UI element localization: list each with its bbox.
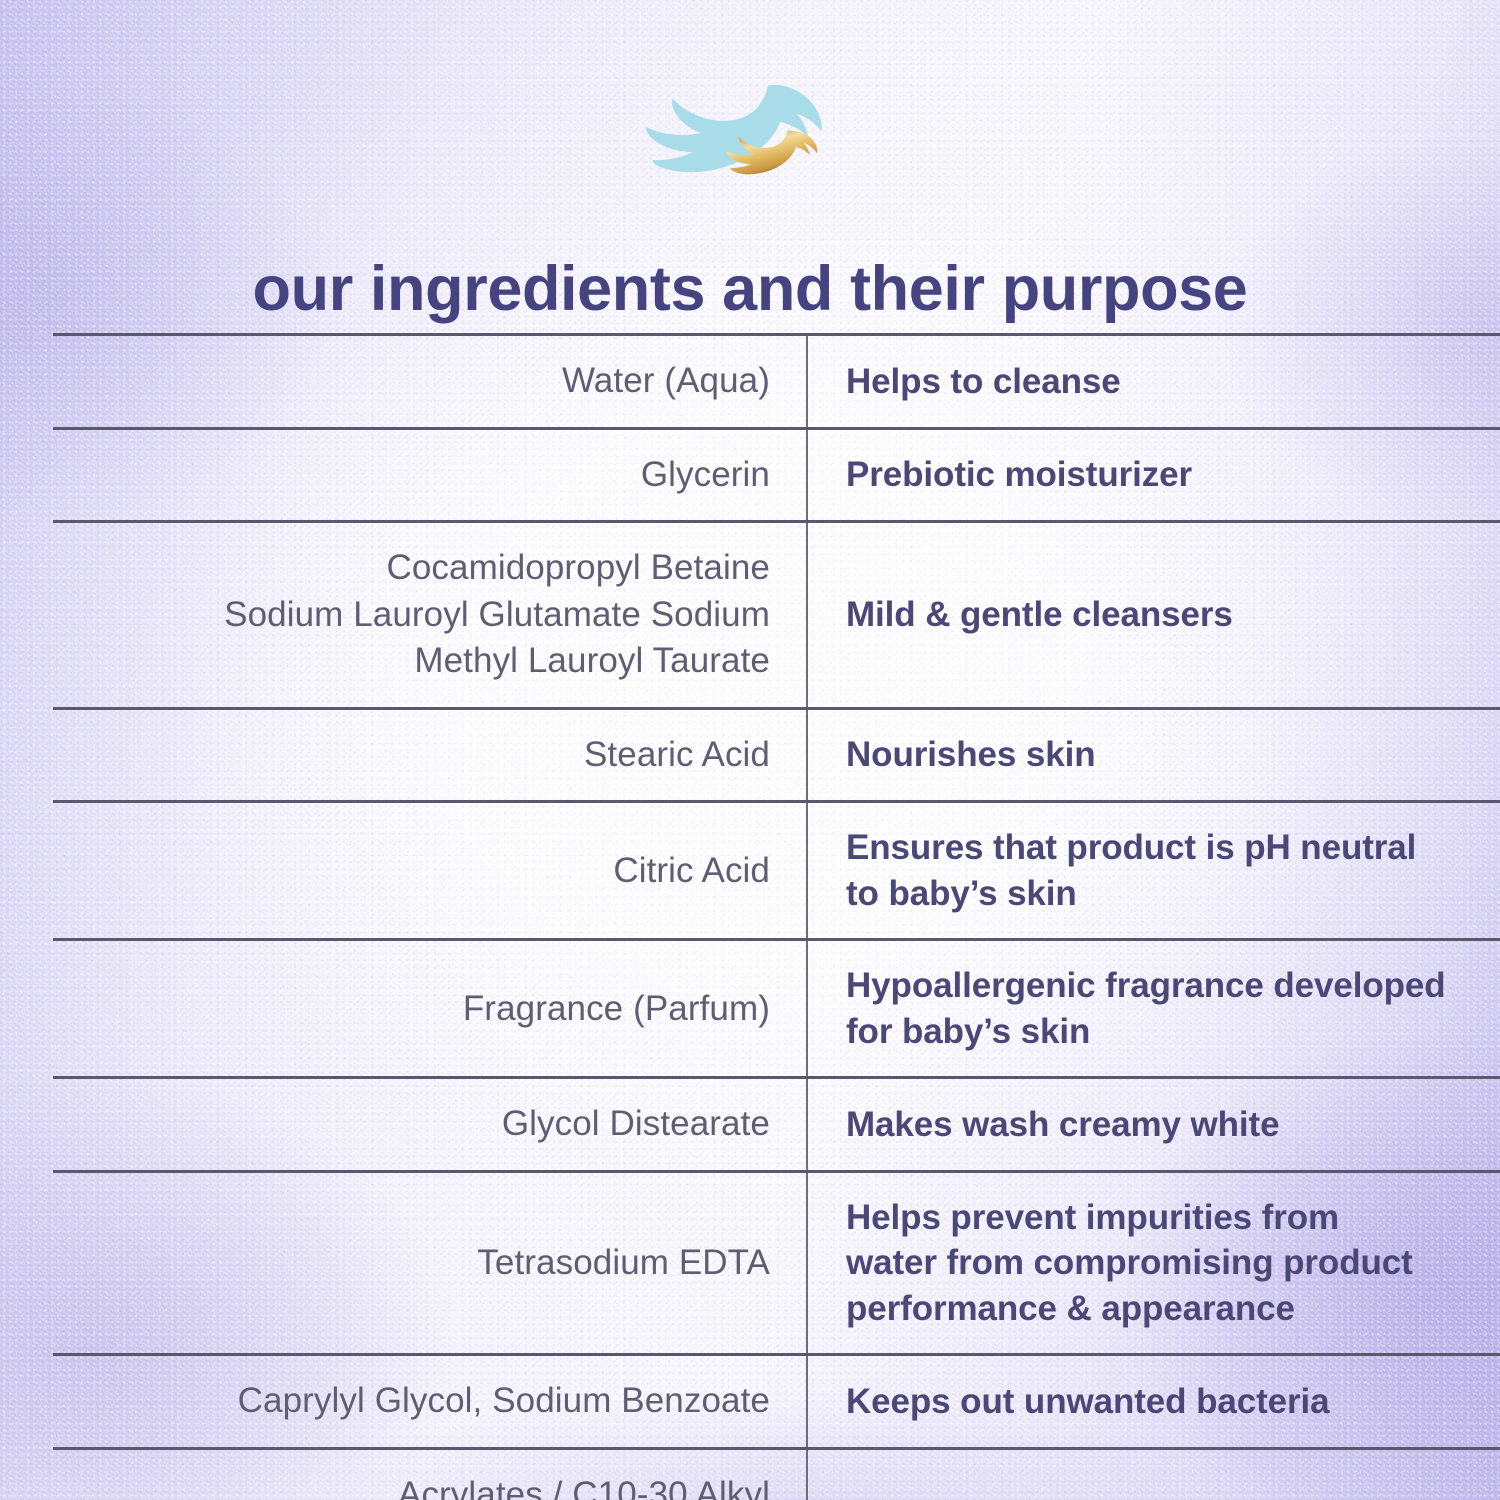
purpose-cell: Delivers a rich, thick texture <box>807 1448 1500 1500</box>
purpose-line: Prebiotic moisturizer <box>846 455 1193 495</box>
purpose-line: for baby’s skin <box>846 1011 1091 1051</box>
ingredient-line: Cocamidopropyl Betaine <box>386 548 770 588</box>
table-row: Caprylyl Glycol, Sodium Benzoate Keeps o… <box>53 1354 1500 1449</box>
page-title: our ingredients and their purpose <box>252 254 1248 325</box>
table-row: Cocamidopropyl Betaine Sodium Lauroyl Gl… <box>53 521 1500 709</box>
purpose-line: Makes wash creamy white <box>846 1104 1280 1144</box>
ingredient-cell: Tetrasodium EDTA <box>53 1171 808 1355</box>
ingredient-line: Acrylates / C10-30 Alkyl <box>398 1474 770 1500</box>
purpose-line: Keeps out unwanted bacteria <box>846 1381 1330 1421</box>
table-row: Glycerin Prebiotic moisturizer <box>53 428 1500 522</box>
ingredient-line: Stearic Acid <box>583 734 770 774</box>
purpose-line: to baby’s skin <box>846 873 1077 913</box>
table-row: Water (Aqua) Helps to cleanse <box>53 334 1500 429</box>
ingredient-cell: Cocamidopropyl Betaine Sodium Lauroyl Gl… <box>53 521 808 709</box>
purpose-line: water from compromising product <box>846 1243 1413 1283</box>
table-row: Tetrasodium EDTA Helps prevent impuritie… <box>53 1171 1500 1355</box>
purpose-cell: Keeps out unwanted bacteria <box>807 1355 1500 1449</box>
purpose-cell: Mild & gentle cleansers <box>807 522 1500 709</box>
purpose-cell: Helps prevent impurities from water from… <box>807 1171 1500 1355</box>
purpose-line: Mild & gentle cleansers <box>846 595 1233 635</box>
ingredient-line: Sodium Lauroyl Glutamate Sodium <box>224 594 770 634</box>
purpose-cell: Ensures that product is pH neutral to ba… <box>807 802 1500 940</box>
ingredient-line: Methyl Lauroyl Taurate <box>414 641 770 681</box>
ingredient-line: Citric Acid <box>613 850 770 890</box>
purpose-cell: Nourishes skin <box>807 708 1500 802</box>
ingredient-cell: Water (Aqua) <box>53 334 808 429</box>
table-row: Stearic Acid Nourishes skin <box>53 708 1500 802</box>
purpose-line: performance & appearance <box>846 1288 1295 1328</box>
purpose-cell: Helps to cleanse <box>807 335 1500 429</box>
purpose-cell: Prebiotic moisturizer <box>807 428 1500 522</box>
purpose-line: Helps to cleanse <box>846 361 1121 401</box>
ingredient-cell: Citric Acid <box>53 801 808 940</box>
table-row: Fragrance (Parfum) Hypoallergenic fragra… <box>53 939 1500 1078</box>
table-row: Acrylates / C10-30 Alkyl Acrylate Crossp… <box>53 1448 1500 1500</box>
ingredient-line: Water (Aqua) <box>561 361 770 400</box>
ingredient-cell: Glycerin <box>53 428 808 522</box>
purpose-line: Delivers a rich, thick texture <box>846 1496 1500 1500</box>
dove-logo-icon <box>645 84 822 175</box>
purpose-line: Nourishes skin <box>846 735 1096 775</box>
ingredient-line: Caprylyl Glycol, Sodium Benzoate <box>237 1381 770 1421</box>
ingredient-cell: Caprylyl Glycol, Sodium Benzoate <box>53 1354 808 1449</box>
ingredient-line: Glycerin <box>640 454 770 494</box>
table-row: Glycol Distearate Makes wash creamy whit… <box>53 1077 1500 1172</box>
ingredient-cell: Glycol Distearate <box>53 1077 808 1172</box>
purpose-cell: Hypoallergenic fragrance developed for b… <box>807 940 1500 1078</box>
ingredient-line: Tetrasodium EDTA <box>477 1242 770 1282</box>
brand-logo <box>0 74 1500 194</box>
purpose-line: Ensures that product is pH neutral <box>846 828 1417 868</box>
ingredient-cell: Fragrance (Parfum) <box>53 939 808 1078</box>
purpose-cell: Makes wash creamy white <box>807 1078 1500 1172</box>
ingredients-table: Water (Aqua) Helps to cleanse Glycerin P… <box>53 333 1500 1500</box>
ingredient-line: Fragrance (Parfum) <box>462 988 770 1028</box>
ingredient-cell: Acrylates / C10-30 Alkyl Acrylate Crossp… <box>53 1448 808 1500</box>
purpose-line: Helps prevent impurities from <box>846 1197 1340 1237</box>
purpose-line: Hypoallergenic fragrance developed <box>846 966 1446 1006</box>
ingredients-table-body: Water (Aqua) Helps to cleanse Glycerin P… <box>53 334 1500 1500</box>
table-row: Citric Acid Ensures that product is pH n… <box>53 801 1500 940</box>
ingredient-cell: Stearic Acid <box>53 708 808 802</box>
ingredient-line: Glycol Distearate <box>501 1104 770 1144</box>
